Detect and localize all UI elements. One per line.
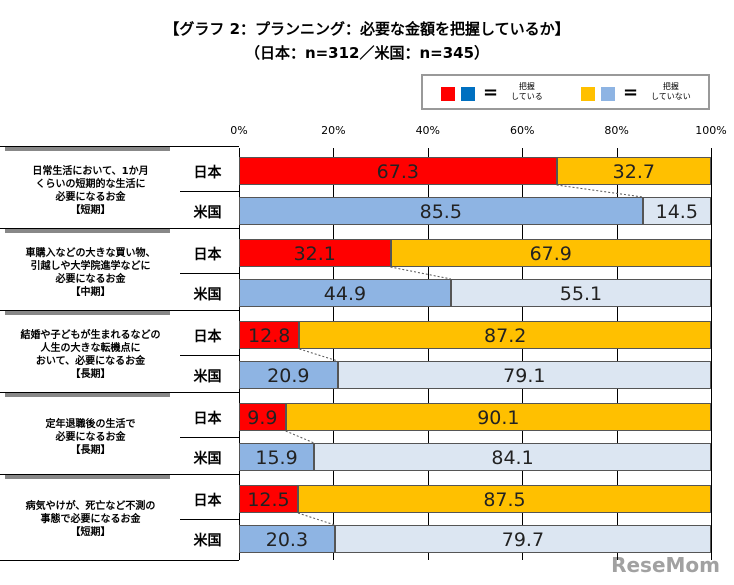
group-label-line: 人生の大きな転機点に [40,343,141,354]
legend-equals: = [483,82,499,103]
country-label: 米国 [193,287,222,303]
group-label-line: 引越しや大学院進学などに [30,261,151,272]
group-label-line: 【中期】 [70,287,111,298]
connector-line [299,348,338,362]
x-tick-label: 80% [604,124,629,137]
legend-swatch-us-known [461,87,475,101]
group-label-line: くらいの短期的な生活に [35,179,146,190]
row-divider [180,519,239,520]
us-bar-known: 15.9 [239,443,315,471]
connector-line [556,184,643,198]
row-divider [180,273,239,274]
group-divider [0,560,239,561]
us-bar-known: 44.9 [239,279,451,307]
x-tick-label: 0% [230,124,248,137]
country-label: 米国 [193,205,222,221]
group-label-line: 【短期】 [70,526,111,538]
country-label: 米国 [193,369,222,385]
watermark-logo: ReseMom [611,553,720,577]
row-divider [180,437,239,438]
us-bar-known: 20.9 [239,361,338,389]
group-label-line: 日常生活において、1か月 [32,166,149,177]
country-label: 日本 [193,165,222,181]
connector-line [390,266,452,280]
gridline [239,148,240,560]
country-label: 日本 [193,411,222,427]
gridline [616,148,618,560]
x-tick-label: 20% [321,124,346,137]
legend: = 把握 している = 把握 していない [421,74,710,110]
japan-bar-known: 12.5 [239,485,298,513]
group-separator [5,475,170,479]
group-separator [5,393,170,397]
group-label-line: 必要になるお金 [55,192,126,203]
japan-bar-unknown: 90.1 [285,403,711,431]
gridline [522,148,524,560]
row-divider [180,355,239,356]
x-tick-label: 100% [695,124,727,137]
us-bar-unknown: 84.1 [314,443,711,471]
gridline [711,148,712,560]
group-divider [0,392,239,393]
group-divider [0,228,239,229]
group-label-line: 結婚や子どもが生まれるなどの [20,330,161,341]
legend-label-unknown: 把握 していない [651,82,691,101]
us-bar-unknown: 79.1 [337,361,711,389]
group-label-line: 【長期】 [70,369,111,380]
us-bar-known: 20.3 [239,525,335,553]
country-label: 日本 [193,493,222,509]
chart-subtitle: （日本：n=312／米国：n=345） [244,44,490,62]
connector-line [297,512,335,526]
us-bar-unknown: 79.7 [334,525,711,553]
country-label: 日本 [193,247,222,263]
group-label-line: 必要になるお金 [55,431,126,443]
group-separator [5,229,170,233]
group-label-line: 【短期】 [70,205,111,216]
group-divider [0,310,239,311]
country-label: 日本 [193,329,222,345]
gridline [427,148,429,560]
japan-bar-unknown: 87.5 [298,485,711,513]
group-label-line: おいて、必要になるお金 [35,356,146,367]
x-tick-label: 40% [415,124,441,137]
group-separator [5,311,170,315]
group-separator [5,147,170,151]
group-label-line: 【長期】 [70,444,111,456]
legend-swatch-japan-known [441,87,455,101]
legend-label-known: 把握 している [511,82,543,101]
us-bar-unknown: 14.5 [642,197,711,225]
japan-bar-unknown: 32.7 [556,157,711,185]
japan-bar-unknown: 87.2 [299,321,711,349]
group-divider [0,474,239,475]
japan-bar-known: 67.3 [239,157,557,185]
group-label-line: 定年退職後の生活で [45,418,136,430]
group-label-line: 車購入などの大きな買い物、 [25,248,156,259]
x-tick-label: 60% [509,124,535,137]
legend-swatch-japan-unknown [581,87,595,101]
country-label: 米国 [193,533,222,549]
legend-swatch-us-unknown [601,87,615,101]
us-bar-known: 85.5 [239,197,643,225]
japan-bar-known: 9.9 [239,403,286,431]
connector-line [285,430,315,444]
japan-bar-known: 12.8 [239,321,300,349]
group-divider [0,146,239,147]
group-label-line: 必要になるお金 [55,274,126,285]
chart-title: 【グラフ 2：プランニング：必要な金額を把握しているか】 [164,20,570,38]
japan-bar-unknown: 67.9 [390,239,711,267]
group-label-line: 病気やけが、死亡など不測の [25,500,156,512]
us-bar-unknown: 55.1 [450,279,711,307]
legend-equals: = [623,82,639,103]
group-label-line: 事態で必要になるお金 [40,513,141,525]
japan-bar-known: 32.1 [239,239,391,267]
country-label: 米国 [193,451,222,467]
row-divider [180,191,239,192]
